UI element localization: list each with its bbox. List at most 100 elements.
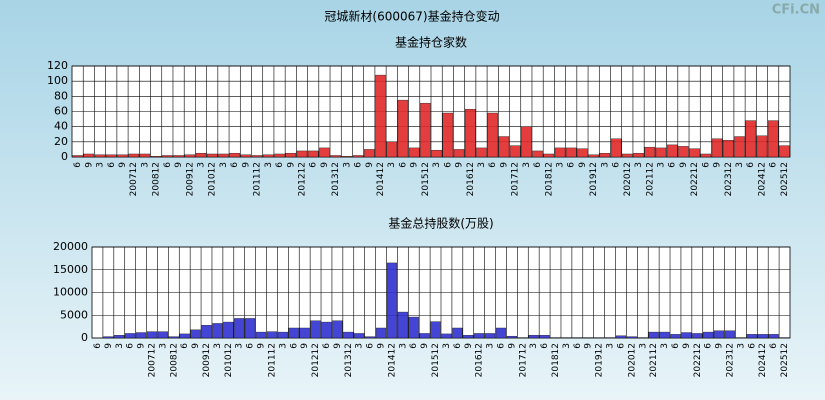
x-tick-label: 202212 bbox=[693, 343, 703, 377]
x-tick-label: 201712 bbox=[511, 162, 521, 196]
bar bbox=[441, 333, 452, 339]
x-tick-label: 3 bbox=[213, 343, 223, 349]
bar bbox=[622, 153, 633, 158]
bar bbox=[565, 147, 577, 158]
x-tick-label: 6 bbox=[289, 343, 299, 349]
bar bbox=[633, 153, 644, 158]
x-tick-label: 9 bbox=[191, 343, 201, 349]
bar bbox=[125, 333, 136, 339]
bar bbox=[397, 311, 408, 339]
x-tick-label: 3 bbox=[600, 162, 610, 168]
bar bbox=[201, 325, 212, 339]
x-tick-label: 201112 bbox=[253, 162, 263, 196]
bar bbox=[577, 148, 588, 158]
bar bbox=[103, 336, 114, 339]
x-tick-label: 3 bbox=[219, 162, 229, 168]
x-tick-label: 202512 bbox=[780, 162, 790, 196]
bar bbox=[430, 321, 441, 339]
x-tick-label: 6 bbox=[496, 343, 506, 349]
x-tick-label: 9 bbox=[104, 343, 114, 349]
bar bbox=[692, 333, 703, 339]
bar bbox=[128, 153, 139, 158]
bar bbox=[420, 102, 431, 158]
x-tick-label: 200712 bbox=[129, 162, 139, 196]
x-tick-label: 202112 bbox=[645, 162, 655, 196]
x-tick-label: 6 bbox=[275, 162, 285, 168]
bar bbox=[229, 153, 240, 158]
x-tick-label: 6 bbox=[93, 343, 103, 349]
x-tick-label: 6 bbox=[567, 162, 577, 168]
x-tick-label: 3 bbox=[486, 343, 496, 349]
bar bbox=[442, 112, 454, 158]
x-tick-label: 3 bbox=[522, 162, 532, 168]
y-tick-label: 20 bbox=[54, 135, 68, 148]
x-tick-label: 201912 bbox=[595, 343, 605, 377]
bar bbox=[354, 333, 365, 339]
bar bbox=[419, 333, 430, 339]
bar bbox=[72, 155, 83, 158]
x-tick-label: 6 bbox=[747, 343, 757, 349]
bar bbox=[321, 321, 332, 339]
x-tick-label: 201012 bbox=[224, 343, 234, 377]
bar bbox=[364, 149, 375, 158]
x-tick-label: 202012 bbox=[627, 343, 637, 377]
bar bbox=[173, 155, 184, 158]
bar bbox=[285, 153, 297, 158]
bar bbox=[135, 332, 147, 339]
x-tick-label: 9 bbox=[507, 343, 517, 349]
bar bbox=[365, 336, 376, 339]
x-tick-label: 6 bbox=[443, 162, 453, 168]
x-tick-label: 9 bbox=[464, 343, 474, 349]
x-tick-label: 3 bbox=[158, 343, 168, 349]
x-tick-label: 3 bbox=[442, 343, 452, 349]
bar bbox=[218, 153, 229, 158]
x-tick-label: 201412 bbox=[376, 162, 386, 196]
x-tick-label: 3 bbox=[96, 162, 106, 168]
x-tick-label: 6 bbox=[230, 162, 240, 168]
bar bbox=[288, 327, 299, 339]
bar bbox=[678, 146, 689, 158]
x-tick-label: 9 bbox=[713, 162, 723, 168]
bar bbox=[670, 334, 681, 339]
y-tick-label: 120 bbox=[47, 59, 68, 72]
x-tick-label: 9 bbox=[174, 162, 184, 168]
x-tick-label: 3 bbox=[638, 343, 648, 349]
x-tick-label: 3 bbox=[387, 162, 397, 168]
bar bbox=[746, 334, 757, 339]
bar bbox=[162, 155, 173, 158]
bar bbox=[487, 112, 498, 158]
x-tick-label: 9 bbox=[365, 162, 375, 168]
x-tick-label: 6 bbox=[107, 162, 117, 168]
x-tick-label: 3 bbox=[562, 343, 572, 349]
x-tick-label: 3 bbox=[606, 343, 616, 349]
bar bbox=[659, 331, 670, 339]
y-tick-label: 40 bbox=[54, 120, 68, 133]
bar bbox=[509, 145, 521, 158]
x-tick-label: 6 bbox=[573, 343, 583, 349]
bar bbox=[495, 327, 507, 339]
x-tick-label: 9 bbox=[420, 343, 430, 349]
x-tick-label: 9 bbox=[455, 162, 465, 168]
x-tick-label: 202412 bbox=[757, 162, 767, 196]
bar bbox=[139, 153, 151, 158]
bar bbox=[352, 155, 364, 158]
x-tick-label: 6 bbox=[701, 162, 711, 168]
bar bbox=[83, 153, 95, 158]
y-tick-label: 60 bbox=[54, 105, 68, 118]
bar bbox=[543, 153, 555, 158]
bar bbox=[266, 331, 278, 339]
bar bbox=[263, 154, 274, 158]
bar bbox=[681, 332, 692, 339]
x-tick-label: 3 bbox=[735, 162, 745, 168]
bar bbox=[615, 335, 627, 339]
bar bbox=[277, 331, 288, 339]
bar bbox=[397, 99, 409, 158]
bar bbox=[756, 135, 768, 158]
x-tick-label: 6 bbox=[540, 343, 550, 349]
y-tick-label: 100 bbox=[47, 74, 68, 87]
bar bbox=[94, 154, 106, 158]
x-tick-label: 9 bbox=[137, 343, 147, 349]
y-tick-label: 0 bbox=[81, 331, 88, 344]
x-tick-label: 9 bbox=[333, 343, 343, 349]
